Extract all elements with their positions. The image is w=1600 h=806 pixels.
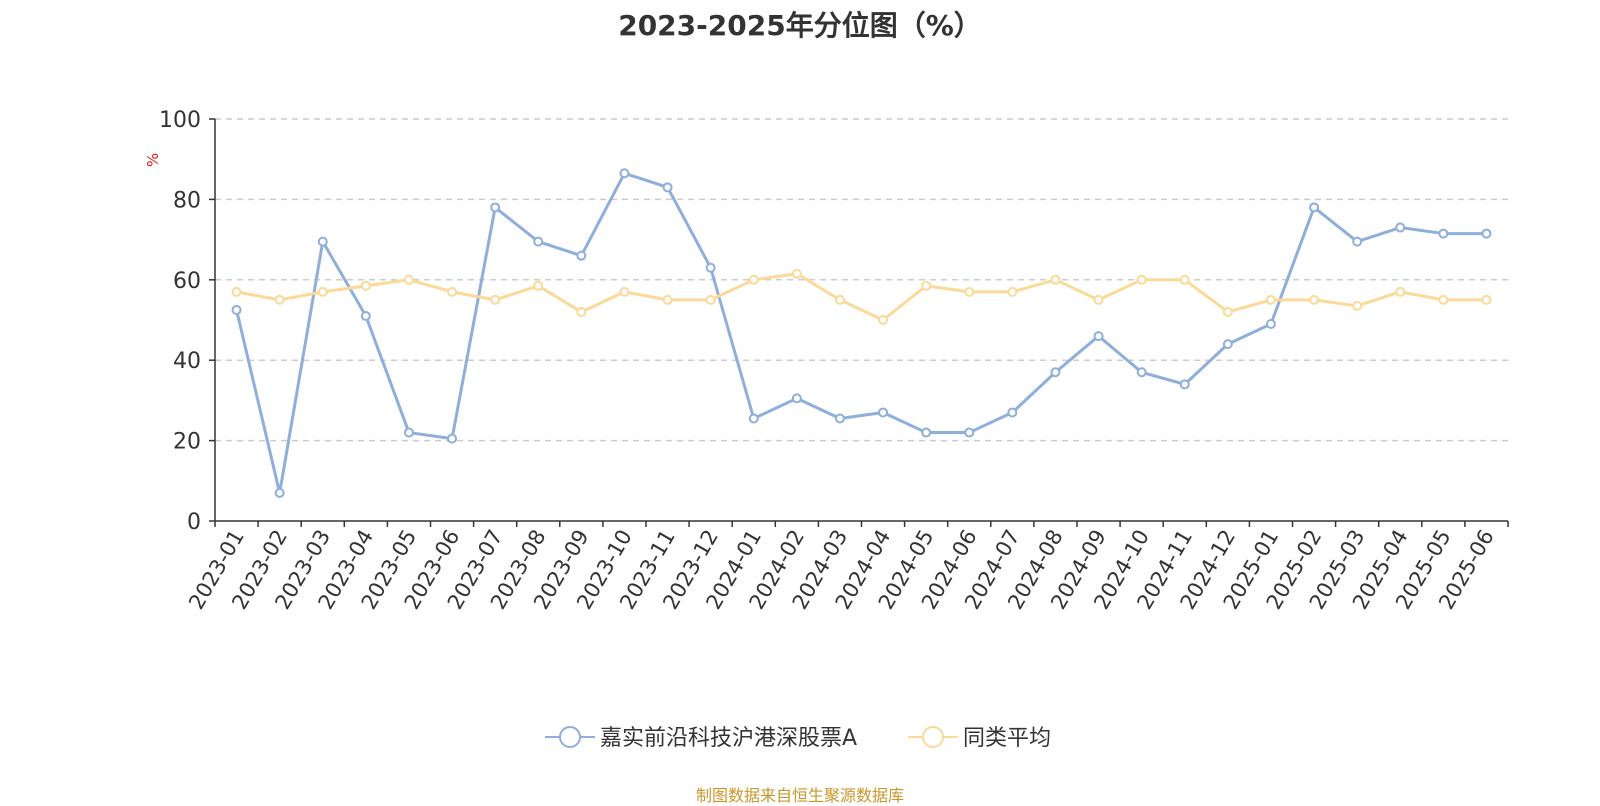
data-point: [1352, 300, 1363, 311]
data-point: [317, 236, 328, 247]
data-point: [360, 280, 371, 291]
y-tick-label: 100: [159, 108, 201, 133]
data-point: [748, 274, 759, 285]
data-point: [274, 487, 285, 498]
data-point: [1222, 306, 1233, 317]
y-tick-label: 80: [173, 188, 201, 213]
data-point: [964, 286, 975, 297]
data-point: [231, 286, 242, 297]
data-point: [1050, 274, 1061, 285]
y-tick-label: 0: [187, 510, 201, 535]
data-point: [1136, 274, 1147, 285]
data-point: [1007, 286, 1018, 297]
y-tick-label: 60: [173, 269, 201, 294]
data-point: [490, 202, 501, 213]
data-point: [360, 310, 371, 321]
data-point: [834, 294, 845, 305]
data-point: [533, 280, 544, 291]
series-1: [231, 268, 1492, 325]
data-point: [1481, 228, 1492, 239]
legend[interactable]: 嘉实前沿科技沪港深股票A 同类平均: [545, 726, 1051, 751]
data-point: [1395, 222, 1406, 233]
series-0: [231, 168, 1492, 498]
data-point: [705, 294, 716, 305]
data-point: [1438, 228, 1449, 239]
data-point: [662, 294, 673, 305]
y-tick-label: 20: [173, 430, 201, 455]
data-point: [1050, 367, 1061, 378]
data-point: [878, 315, 889, 325]
series-line: [236, 272, 1487, 322]
data-point: [791, 393, 802, 404]
data-point: [1179, 274, 1190, 285]
data-point: [1007, 407, 1018, 418]
legend-item-0[interactable]: 嘉实前沿科技沪港深股票A: [545, 726, 857, 751]
data-point: [447, 286, 458, 297]
data-point: [619, 286, 630, 297]
data-point: [403, 274, 414, 285]
data-point: [619, 168, 630, 179]
data-point: [1093, 331, 1104, 342]
data-point: [576, 306, 587, 317]
data-point: [1179, 379, 1190, 390]
data-point: [1136, 367, 1147, 378]
data-point: [1093, 294, 1104, 305]
data-point: [274, 294, 285, 305]
data-point: [1309, 202, 1320, 213]
chart-title: 2023-2025年分位图（%）: [618, 9, 982, 42]
legend-marker-icon: [922, 726, 944, 748]
legend-marker-icon: [559, 726, 581, 748]
data-point: [1265, 294, 1276, 305]
legend-item-1[interactable]: 同类平均: [908, 726, 1051, 751]
data-point: [490, 294, 501, 305]
data-point: [921, 427, 932, 438]
source-footer: 制图数据来自恒生聚源数据库: [695, 786, 904, 805]
data-point: [403, 427, 414, 438]
data-point: [964, 427, 975, 438]
data-point: [705, 262, 716, 273]
legend-label: 嘉实前沿科技沪港深股票A: [600, 726, 857, 751]
data-point: [576, 250, 587, 261]
data-point: [1309, 294, 1320, 305]
y-tick-label: 40: [173, 349, 201, 374]
data-point: [1352, 236, 1363, 247]
data-point: [317, 286, 328, 297]
data-point: [662, 182, 673, 193]
series-lines: [231, 168, 1492, 498]
data-point: [834, 413, 845, 424]
data-point: [533, 236, 544, 247]
data-point: [1438, 294, 1449, 305]
data-point: [1265, 319, 1276, 330]
y-axis-label: %: [144, 153, 162, 167]
data-point: [1222, 339, 1233, 350]
series-line: [235, 171, 1487, 495]
data-point: [1395, 286, 1406, 297]
data-point: [1481, 294, 1492, 305]
data-point: [231, 304, 242, 315]
data-point: [447, 433, 458, 444]
data-point: [748, 413, 759, 424]
data-point: [878, 407, 889, 418]
data-point: [791, 268, 802, 279]
data-point: [921, 280, 932, 291]
legend-label: 同类平均: [963, 726, 1051, 751]
